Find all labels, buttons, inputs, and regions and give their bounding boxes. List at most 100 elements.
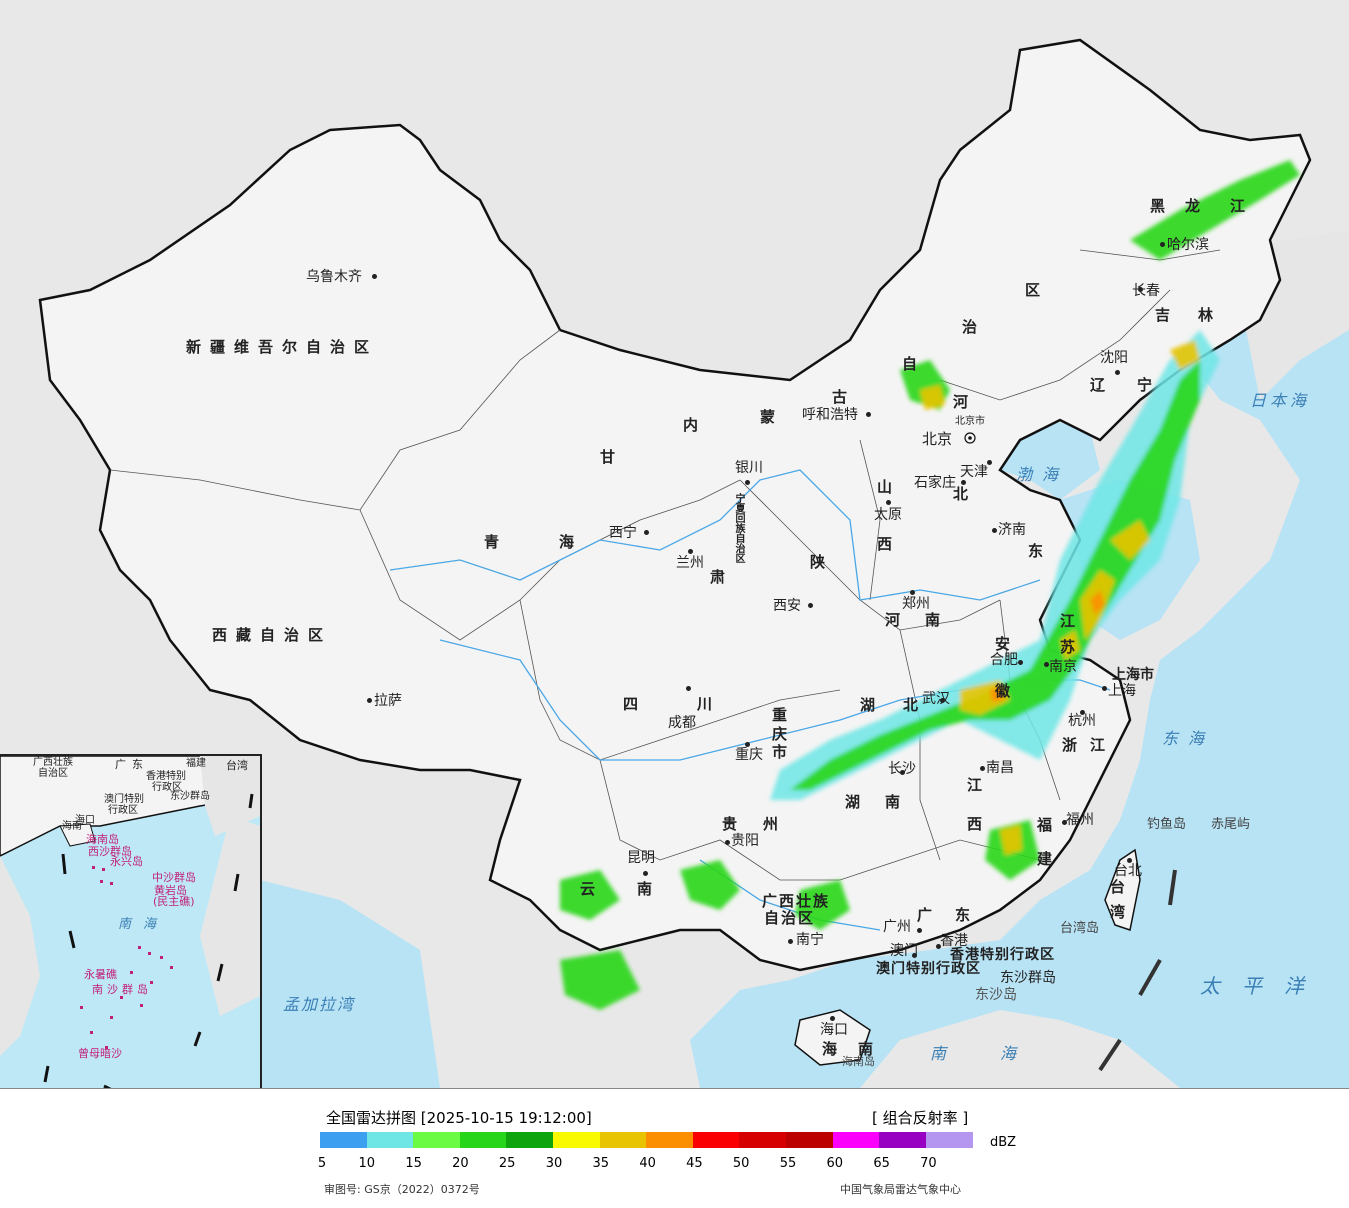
agency-name: 中国气象局雷达气象中心 <box>840 1183 961 1196</box>
inset-label-macau-sar-2: 行政区 <box>108 805 138 816</box>
inset-label-haikou: 海口 <box>75 815 95 826</box>
inset-label-yongxing: 永兴岛 <box>110 855 143 868</box>
scale-tick-5: 5 <box>317 1156 327 1171</box>
region-dong2: 东 <box>955 906 980 924</box>
legend-unit: dBZ <box>990 1135 1017 1150</box>
color-swatch-60 <box>832 1132 880 1148</box>
region-fu: 福 <box>1037 816 1062 834</box>
city-changchun: 长春 <box>1132 283 1160 299</box>
region-shan1: 山 <box>877 478 902 496</box>
scale-tick-65: 65 <box>873 1156 890 1171</box>
region-nei: 内 <box>683 416 708 434</box>
city-fuzhou: 福州 <box>1066 812 1094 828</box>
legend-product: [ 组合反射率 ] <box>872 1109 969 1127</box>
region-bei1: 北 <box>953 485 978 503</box>
city-guiyang: 贵阳 <box>731 833 759 849</box>
region-dong1: 东 <box>1028 542 1053 560</box>
scale-tick-15: 15 <box>405 1156 422 1171</box>
inset-label-hainan-island: 海南岛 <box>86 833 119 846</box>
region-qinghai: 青海 <box>484 533 635 551</box>
label-chiwei: 赤尾屿 <box>1211 817 1251 832</box>
color-swatch-20 <box>459 1132 507 1148</box>
region-ningxia: 宁夏回族自治区 <box>733 493 744 563</box>
inset-label-fujian: 福建 <box>186 758 206 769</box>
city-hongkong: 香港 <box>940 933 968 949</box>
label-hk-sar: 香港特别行政区 <box>950 947 1055 963</box>
pacific-sea <box>690 250 1349 1088</box>
city-beijing-shi: 北京市 <box>955 416 985 427</box>
inset-label-huangyan: 黄岩岛 <box>154 884 187 897</box>
region-lin: 林 <box>1198 306 1223 324</box>
label-dongsha-island: 东沙岛 <box>975 987 1017 1003</box>
city-jinan: 济南 <box>998 522 1026 538</box>
inset-label-dongsha: 东沙群岛 <box>170 791 210 802</box>
inset-label-south-sea: 南海 <box>118 917 169 932</box>
scale-tick-55: 55 <box>779 1156 797 1171</box>
color-swatch-15 <box>413 1132 461 1148</box>
city-taipei: 台北 <box>1114 863 1142 879</box>
city-taiyuan: 太原 <box>874 507 902 523</box>
region-xinjiang: 新疆维吾尔自治区 <box>186 338 379 356</box>
inset-label-yongshu: 永暑礁 <box>84 968 117 981</box>
city-shanghai-shi: 上海市 <box>1112 667 1154 683</box>
city-haikou: 海口 <box>820 1022 848 1038</box>
scale-tick-50: 50 <box>732 1156 750 1171</box>
label-diaoyu: 钓鱼岛 <box>1147 817 1187 832</box>
city-harbin: 哈尔滨 <box>1167 237 1209 253</box>
city-lanzhou: 兰州 <box>676 555 704 571</box>
color-swatch-30 <box>553 1132 600 1148</box>
city-lhasa: 拉萨 <box>374 693 402 709</box>
color-swatch-5 <box>320 1132 367 1148</box>
region-nan4: 南 <box>637 880 662 898</box>
color-swatch-50 <box>739 1132 787 1148</box>
city-nanchang: 南昌 <box>986 760 1014 776</box>
region-shi: 市 <box>772 743 797 761</box>
inset-label-xisha: 西沙群岛 <box>88 845 132 858</box>
radar-map: 新疆维吾尔自治区 西藏自治区 青海 甘 肃 四 川 内 蒙 古 自 治 区 黑 … <box>0 0 1349 1089</box>
city-xining: 西宁 <box>609 525 637 541</box>
region-jian: 建 <box>1037 850 1062 868</box>
region-tai: 台 <box>1110 878 1135 896</box>
city-tianjin: 天津 <box>960 464 988 480</box>
city-chengdu: 成都 <box>668 715 696 731</box>
scale-tick-20: 20 <box>452 1156 469 1171</box>
sea-bohai: 渤海 <box>1016 465 1069 484</box>
city-yinchuan: 银川 <box>735 460 763 476</box>
region-an: 安 <box>995 635 1020 653</box>
region-hai: 海 <box>822 1040 847 1058</box>
sea-japan: 日本海 <box>1250 391 1311 410</box>
region-guangxi-2: 自治区 <box>764 909 816 927</box>
city-changsha: 长沙 <box>888 761 916 777</box>
region-gui: 贵 <box>722 815 747 833</box>
label-hainan-island: 海南岛 <box>842 1055 875 1068</box>
region-guangxi: 广西壮族 <box>762 892 831 910</box>
inset-label-taiwan: 台湾 <box>226 759 248 772</box>
inset-label-minzhu: (民主礁) <box>153 895 195 908</box>
inset-label-zhongsha: 中沙群岛 <box>152 871 196 884</box>
region-guang: 广 <box>917 906 942 924</box>
region-shaan: 陕 <box>810 553 835 571</box>
region-long: 龙 <box>1185 197 1210 215</box>
scale-tick-60: 60 <box>826 1156 844 1171</box>
color-swatch-45 <box>692 1132 740 1148</box>
region-zhi: 治 <box>962 318 987 336</box>
region-su2: 苏 <box>1060 638 1085 656</box>
city-hohhot: 呼和浩特 <box>802 407 858 423</box>
city-xian: 西安 <box>773 598 801 614</box>
color-swatch-65 <box>879 1132 927 1148</box>
label-dongsha-islands: 东沙群岛 <box>1000 970 1056 986</box>
region-he1: 河 <box>953 393 978 411</box>
taiwan-island <box>1104 848 1141 931</box>
region-si: 四 <box>623 695 648 713</box>
region-he2: 河 <box>885 611 910 629</box>
city-nanjing: 南京 <box>1049 659 1077 675</box>
region-zhe: 浙 <box>1062 736 1087 754</box>
region-qu: 区 <box>1025 281 1050 299</box>
south-china-sea-inset: 广西壮族 自治区 广东 福建 台湾 海南 香港特别 行政区 澳门特别 行政区 东… <box>0 754 262 1088</box>
region-ji: 吉 <box>1155 306 1180 324</box>
city-chongqing: 重庆 <box>735 747 763 763</box>
city-hefei: 合肥 <box>990 652 1018 668</box>
city-urumqi: 乌鲁木齐 <box>306 269 362 285</box>
sea-bengal: 孟加拉湾 <box>283 995 356 1014</box>
region-nan3: 南 <box>885 793 910 811</box>
